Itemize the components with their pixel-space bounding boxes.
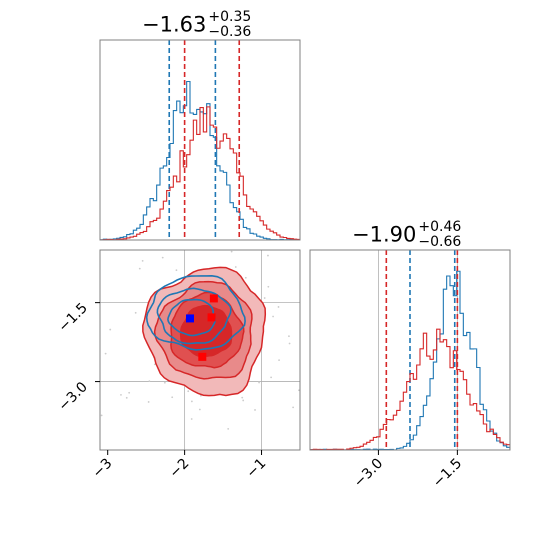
joint-point-marker — [207, 313, 216, 322]
joint-sample-point — [134, 311, 137, 314]
joint-point-marker — [186, 314, 194, 323]
x-marginal-title-upper: +0.35 — [208, 9, 252, 25]
joint-sample-point — [187, 390, 190, 393]
joint-frame — [99, 249, 301, 451]
joint-sample-point — [153, 363, 156, 366]
y-marginal-plot-area — [310, 250, 510, 450]
x-marginal-title-lower: −0.36 — [208, 24, 252, 40]
x-marginal-title-value: −1.63 — [142, 12, 207, 37]
joint-sample-point — [254, 409, 256, 411]
joint-sample-point — [141, 260, 144, 262]
joint-y-tick-label: −3.0 — [55, 379, 90, 414]
joint-sample-point — [120, 393, 122, 396]
joint-sample-point — [267, 285, 270, 288]
joint-blue-contour-0 — [145, 274, 246, 351]
joint-sample-point — [147, 401, 150, 403]
y-marginal-title-value: −1.90 — [352, 222, 417, 247]
joint-sample-point — [316, 369, 318, 371]
joint-sample-point — [128, 391, 131, 394]
y-marginal-frame — [309, 249, 511, 451]
y-marginal-panel: −3.0 −1.5 — [309, 249, 511, 491]
y-marginal-title-lower: −0.66 — [418, 234, 462, 250]
joint-blue-contour-1 — [156, 287, 232, 345]
y-marginal-x-tick-label: −1.5 — [430, 456, 465, 491]
joint-sample-point — [241, 396, 244, 399]
joint-sample-point — [277, 306, 280, 308]
joint-sample-point — [288, 335, 290, 338]
joint-sample-point — [278, 359, 280, 362]
joint-sample-point — [230, 250, 233, 253]
joint-sample-point — [199, 394, 202, 397]
joint-sample-point — [125, 396, 128, 399]
joint-sample-point — [307, 381, 309, 383]
joint-sample-point — [109, 328, 112, 331]
joint-plot-area — [95, 225, 322, 486]
joint-sample-point — [190, 400, 193, 403]
joint-sample-point — [270, 376, 273, 379]
joint-sample-point — [171, 396, 174, 399]
joint-sample-point — [127, 242, 129, 244]
x-marginal-frame — [99, 39, 301, 241]
joint-x-tick-label: −1 — [243, 456, 269, 482]
y-marginal-title: −1.90 +0.46 −0.66 — [352, 220, 461, 250]
y-marginal-x-ticks: −3.0 −1.5 — [351, 450, 465, 491]
joint-y-ticks: −1.5 −3.0 — [55, 300, 100, 414]
joint-sample-point — [104, 352, 107, 355]
joint-sample-point — [308, 321, 310, 323]
joint-sample-point — [258, 381, 260, 384]
joint-y-tick-label: −1.5 — [55, 300, 90, 335]
x-marginal-title: −1.63 +0.35 −0.36 — [142, 10, 251, 40]
joint-sample-point — [292, 406, 295, 409]
joint-sample-point — [272, 315, 274, 318]
joint-sample-point — [206, 484, 208, 486]
y-marginal-title-upper: +0.46 — [418, 219, 462, 235]
joint-x-tick-label: −3 — [90, 456, 116, 482]
joint-x-ticks: −3 −2 −1 — [90, 450, 269, 482]
joint-point-marker — [209, 294, 218, 303]
x-marginal-panel — [99, 39, 301, 241]
joint-sample-point — [244, 276, 247, 279]
joint-blue-contour-2 — [167, 298, 216, 337]
joint-panel: −3 −2 −1 −1.5 −3.0 — [55, 225, 322, 486]
y-marginal-histogram-1 — [310, 328, 510, 450]
joint-sample-point — [242, 399, 245, 402]
joint-sample-point — [298, 389, 300, 392]
joint-sample-point — [152, 225, 154, 227]
joint-sample-point — [186, 236, 188, 238]
joint-sample-point — [190, 418, 193, 420]
joint-point-marker — [198, 352, 207, 361]
joint-sample-point — [148, 380, 151, 383]
joint-sample-point — [175, 269, 178, 272]
x-marginal-histogram-1 — [100, 106, 300, 240]
joint-sample-point — [95, 385, 97, 387]
joint-sample-point — [163, 381, 166, 384]
joint-sample-point — [280, 465, 282, 467]
joint-sample-point — [320, 247, 322, 249]
joint-sample-point — [198, 408, 201, 411]
joint-sample-point — [138, 267, 141, 270]
joint-sample-point — [288, 342, 291, 345]
joint-sample-point — [234, 266, 237, 268]
joint-sample-point — [161, 256, 164, 259]
joint-sample-point — [263, 297, 266, 299]
x-marginal-histogram-0 — [100, 80, 300, 240]
joint-sample-point — [267, 254, 269, 257]
y-marginal-x-tick-label: −3.0 — [351, 456, 386, 491]
joint-sample-point — [100, 414, 103, 417]
joint-sample-point — [227, 427, 230, 430]
joint-x-tick-label: −2 — [167, 456, 193, 482]
x-marginal-plot-area — [100, 40, 300, 240]
